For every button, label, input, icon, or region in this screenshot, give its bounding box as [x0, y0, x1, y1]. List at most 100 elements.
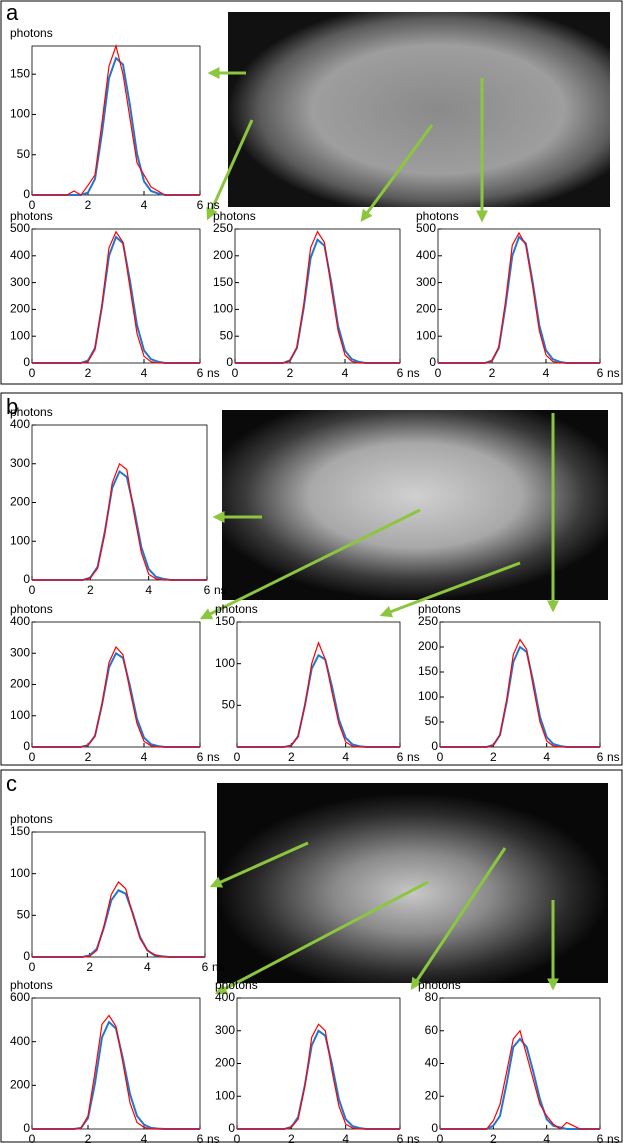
x-tick-label: 4: [141, 1132, 148, 1143]
y-axis-label: photons: [215, 978, 258, 992]
x-unit-label: ns: [607, 750, 620, 764]
y-tick-label: 20: [425, 1088, 439, 1102]
y-tick-label: 100: [416, 328, 436, 342]
x-tick-label: 6: [197, 1132, 204, 1143]
y-tick-label: 50: [222, 698, 236, 712]
x-tick-label: 0: [29, 960, 36, 974]
y-axis-label: photons: [10, 602, 53, 616]
panel-label: b: [6, 394, 18, 419]
x-tick-label: 0: [234, 1132, 241, 1143]
x-tick-label: 4: [543, 1132, 550, 1143]
plot-frame: [234, 228, 401, 364]
y-tick-label: 400: [10, 614, 30, 628]
y-tick-label: 100: [215, 656, 235, 670]
x-tick-label: 6: [397, 1132, 404, 1143]
y-tick-label: 300: [10, 275, 30, 289]
x-tick-label: 0: [435, 366, 442, 380]
y-tick-label: 200: [10, 677, 30, 691]
y-tick-label: 0: [23, 1121, 30, 1135]
y-axis-label: photons: [10, 812, 53, 826]
photo: [222, 410, 608, 600]
y-tick-label: 100: [10, 533, 30, 547]
y-tick-label: 0: [23, 355, 30, 369]
y-tick-label: 250: [213, 221, 233, 235]
x-tick-label: 6: [397, 366, 404, 380]
y-axis-label: photons: [213, 209, 256, 223]
y-tick-label: 0: [23, 739, 30, 753]
series-line: [237, 1023, 400, 1130]
y-tick-label: 100: [213, 302, 233, 316]
y-tick-label: 400: [10, 417, 30, 431]
x-tick-label: 4: [141, 198, 148, 212]
y-tick-label: 300: [10, 456, 30, 470]
x-tick-label: 4: [145, 583, 152, 597]
y-axis-label: photons: [10, 26, 53, 40]
y-tick-label: 0: [23, 572, 30, 586]
y-tick-label: 40: [425, 1056, 439, 1070]
series-line: [440, 638, 600, 748]
y-tick-label: 80: [425, 990, 439, 1004]
y-tick-label: 0: [23, 187, 30, 201]
x-tick-label: 4: [342, 1132, 349, 1143]
x-tick-label: 0: [29, 583, 36, 597]
x-tick-label: 4: [342, 750, 349, 764]
y-tick-label: 150: [213, 275, 233, 289]
y-tick-label: 500: [10, 221, 30, 235]
photo: [217, 783, 608, 983]
plot-frame: [439, 997, 601, 1130]
x-tick-label: 0: [29, 198, 36, 212]
y-tick-label: 50: [425, 714, 439, 728]
x-unit-label: ns: [212, 960, 225, 974]
x-unit-label: ns: [207, 366, 220, 380]
y-axis-label: photons: [215, 602, 258, 616]
x-tick-label: 2: [490, 750, 497, 764]
y-tick-label: 50: [17, 147, 31, 161]
y-tick-label: 150: [418, 664, 438, 678]
y-tick-label: 200: [10, 495, 30, 509]
y-tick-label: 50: [17, 908, 31, 922]
plot-frame: [31, 831, 206, 958]
x-tick-label: 4: [141, 366, 148, 380]
x-tick-label: 2: [85, 1132, 92, 1143]
x-unit-label: ns: [607, 1132, 620, 1143]
y-tick-label: 50: [220, 328, 234, 342]
y-tick-label: 150: [10, 824, 30, 838]
x-unit-label: ns: [207, 750, 220, 764]
x-unit-label: ns: [214, 583, 227, 597]
x-tick-label: 0: [29, 1132, 36, 1143]
x-tick-label: 4: [543, 750, 550, 764]
series-line: [32, 1014, 200, 1130]
x-tick-label: 2: [288, 750, 295, 764]
plot-frame: [236, 997, 401, 1130]
y-tick-label: 500: [416, 221, 436, 235]
y-tick-label: 150: [10, 66, 30, 80]
series-line: [32, 230, 200, 364]
plot-frame: [31, 997, 201, 1130]
y-tick-label: 200: [10, 302, 30, 316]
y-axis-label: photons: [418, 602, 461, 616]
x-tick-label: 4: [141, 750, 148, 764]
x-tick-label: 6: [397, 750, 404, 764]
y-tick-label: 250: [418, 614, 438, 628]
y-tick-label: 200: [418, 639, 438, 653]
series-line: [237, 641, 400, 748]
y-tick-label: 300: [10, 645, 30, 659]
x-tick-label: 0: [29, 750, 36, 764]
y-tick-label: 400: [10, 1034, 30, 1048]
x-tick-label: 2: [490, 1132, 497, 1143]
plot-frame: [31, 45, 201, 196]
y-tick-label: 0: [429, 355, 436, 369]
y-tick-label: 100: [215, 1088, 235, 1102]
x-tick-label: 0: [437, 750, 444, 764]
x-tick-label: 2: [85, 366, 92, 380]
y-tick-label: 400: [215, 990, 235, 1004]
y-tick-label: 0: [23, 949, 30, 963]
x-unit-label: ns: [407, 1132, 420, 1143]
x-tick-label: 6: [597, 750, 604, 764]
series-line: [440, 1029, 600, 1130]
series-line: [32, 881, 205, 958]
arrows: [199, 67, 559, 995]
x-tick-label: 0: [29, 366, 36, 380]
series-line: [438, 231, 600, 364]
plot-frame: [31, 228, 201, 364]
